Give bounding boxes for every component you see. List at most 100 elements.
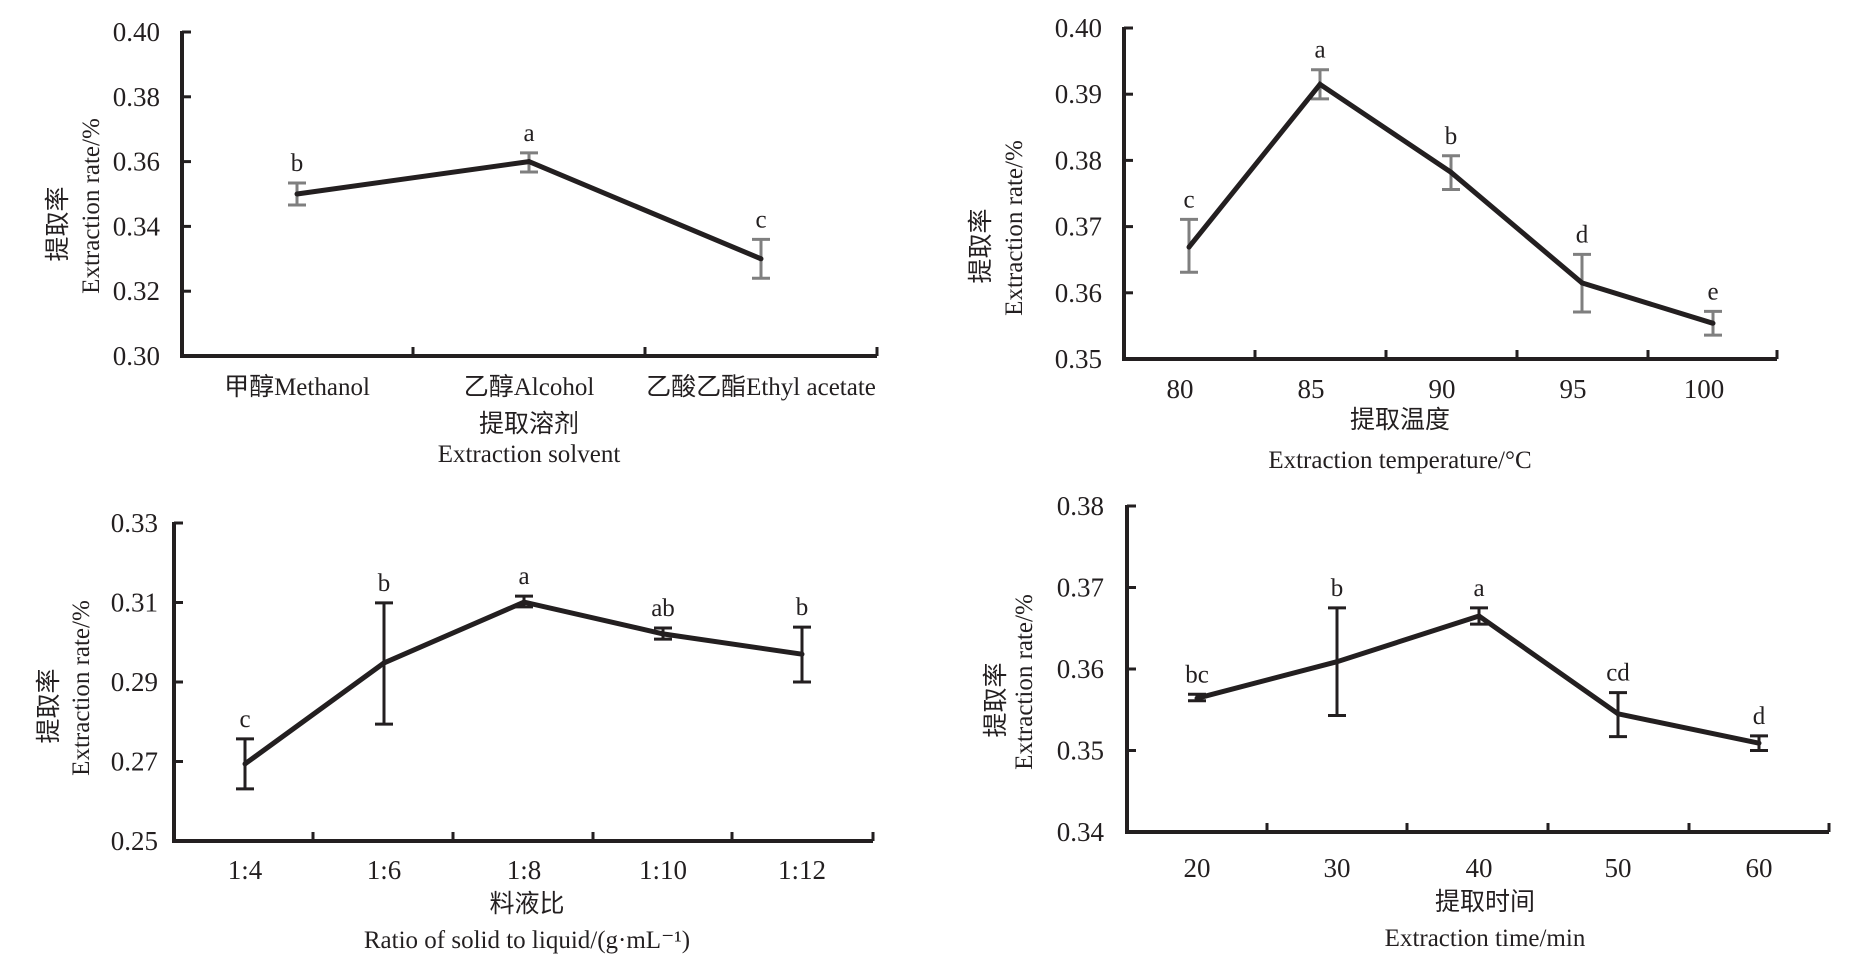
y-tick-label: 0.38 [1057, 491, 1104, 521]
y-tick-label: 0.37 [1055, 212, 1102, 242]
x-axis-title-en: Extraction temperature/°C [1268, 447, 1531, 474]
significance-label: b [1445, 123, 1458, 150]
significance-label: a [1473, 575, 1484, 602]
x-category-label: 90 [1429, 374, 1456, 404]
data-point [1476, 613, 1482, 619]
y-axis-title-en: Extraction rate/% [68, 600, 95, 776]
significance-label: b [291, 150, 304, 177]
significance-label: ab [651, 595, 675, 622]
data-point [1756, 740, 1762, 746]
x-category-label: 100 [1684, 374, 1725, 404]
y-tick-label: 0.30 [113, 341, 160, 371]
data-point [758, 256, 764, 262]
x-category-label: 乙酸乙酯Ethyl acetate [646, 373, 876, 401]
y-tick-label: 0.29 [111, 667, 158, 697]
significance-label: cd [1606, 660, 1630, 687]
chart-extraction-solvent: 0.30 0.32 0.34 0.36 0.38 0.40 甲醇Methanol 乙醇Alco… [44, 17, 879, 468]
x-axis-title-en: Ratio of solid to liquid/(g·mL⁻¹) [364, 927, 690, 954]
series-line [243, 599, 803, 766]
y-tick-label: 0.40 [113, 17, 160, 47]
data-point [521, 599, 527, 605]
y-tick-label: 0.36 [1055, 278, 1102, 308]
significance-label: d [1753, 703, 1766, 730]
data-point [1448, 169, 1454, 175]
x-category-label: 80 [1167, 374, 1194, 404]
y-axis-title-en: Extraction rate/% [1001, 140, 1028, 316]
y-axis-title-cn: 提取率 [967, 208, 995, 283]
y-tick-label: 0.35 [1055, 344, 1102, 374]
x-category-label: 60 [1746, 853, 1773, 883]
data-point [1186, 244, 1192, 250]
data-point [1317, 81, 1323, 87]
y-tick-label: 0.32 [113, 276, 160, 306]
data-point [242, 761, 248, 767]
significance-label: b [796, 594, 809, 621]
y-tick-label: 0.31 [111, 588, 158, 618]
y-tick-label: 0.34 [113, 211, 161, 241]
y-axis-title-en: Extraction rate/% [78, 118, 105, 294]
y-tick-label: 0.33 [111, 508, 158, 538]
chart-extraction-time: 0.34 0.35 0.36 0.37 0.38 20 30 40 50 60 提取时间 Extrac… [982, 491, 1831, 952]
x-category-label: 1:12 [778, 855, 826, 885]
x-category-label: 甲醇Methanol [224, 373, 370, 401]
data-point [1710, 320, 1716, 326]
significance-label: bc [1185, 661, 1209, 688]
y-axis-title-cn: 提取率 [35, 668, 63, 743]
chart-solid-liquid-ratio: 0.25 0.27 0.29 0.31 0.33 1:4 1:6 1:8 1:10 1:12 料液比… [35, 508, 875, 954]
x-axis-title-cn: 提取溶剂 [479, 410, 579, 438]
y-tick-label: 0.36 [1057, 654, 1104, 684]
x-category-label: 1:4 [228, 855, 263, 885]
x-axis-title-en: Extraction time/min [1385, 925, 1586, 952]
x-category-label: 20 [1184, 853, 1211, 883]
data-point [799, 651, 805, 657]
x-axis-title-cn: 提取时间 [1435, 888, 1535, 916]
x-category-label: 乙醇Alcohol [464, 373, 595, 401]
y-tick-label: 0.25 [111, 826, 158, 856]
data-point [294, 191, 300, 197]
y-axis-title-cn: 提取率 [44, 186, 72, 261]
significance-label: d [1576, 221, 1589, 248]
y-axis-title-cn: 提取率 [982, 662, 1010, 737]
data-point [526, 159, 532, 165]
x-category-label: 30 [1324, 853, 1351, 883]
x-axis-title-en: Extraction solvent [438, 441, 621, 468]
x-category-label: 85 [1298, 374, 1325, 404]
x-category-label: 95 [1560, 374, 1587, 404]
significance-label: e [1707, 278, 1718, 305]
significance-label: a [523, 120, 534, 147]
data-point [1615, 711, 1621, 717]
series-line [296, 159, 762, 262]
x-axis-title-cn: 料液比 [489, 890, 564, 918]
y-axis-title-en: Extraction rate/% [1011, 594, 1038, 770]
significance-label: c [1183, 186, 1194, 213]
y-tick-label: 0.37 [1057, 573, 1104, 603]
x-axis-title-cn: 提取温度 [1350, 406, 1450, 434]
x-category-label: 50 [1605, 853, 1632, 883]
y-tick-label: 0.39 [1055, 79, 1102, 109]
series-line [1196, 613, 1760, 746]
x-category-label: 1:8 [507, 855, 542, 885]
x-category-label: 1:6 [367, 855, 402, 885]
y-tick-label: 0.38 [113, 82, 160, 112]
y-tick-label: 0.38 [1055, 145, 1102, 175]
y-tick-label: 0.36 [113, 147, 160, 177]
data-point [381, 660, 387, 666]
significance-label: c [239, 706, 250, 733]
significance-label: a [1314, 37, 1325, 64]
chart-extraction-temperature: 0.35 0.36 0.37 0.38 0.39 0.40 80 85 90 95 100 提取温度 E… [967, 13, 1779, 474]
y-tick-label: 0.27 [111, 747, 158, 777]
x-category-label: 40 [1466, 853, 1493, 883]
data-point [1194, 695, 1200, 701]
data-point [1579, 280, 1585, 286]
significance-label: c [755, 206, 766, 233]
y-tick-label: 0.34 [1057, 817, 1105, 847]
significance-label: b [1331, 575, 1344, 602]
significance-label: a [518, 563, 529, 590]
series-line [1187, 80, 1714, 326]
x-category-label: 1:10 [639, 855, 687, 885]
data-point [1334, 659, 1340, 665]
y-tick-label: 0.40 [1055, 13, 1102, 43]
y-tick-label: 0.35 [1057, 736, 1104, 766]
significance-label: b [378, 570, 391, 597]
